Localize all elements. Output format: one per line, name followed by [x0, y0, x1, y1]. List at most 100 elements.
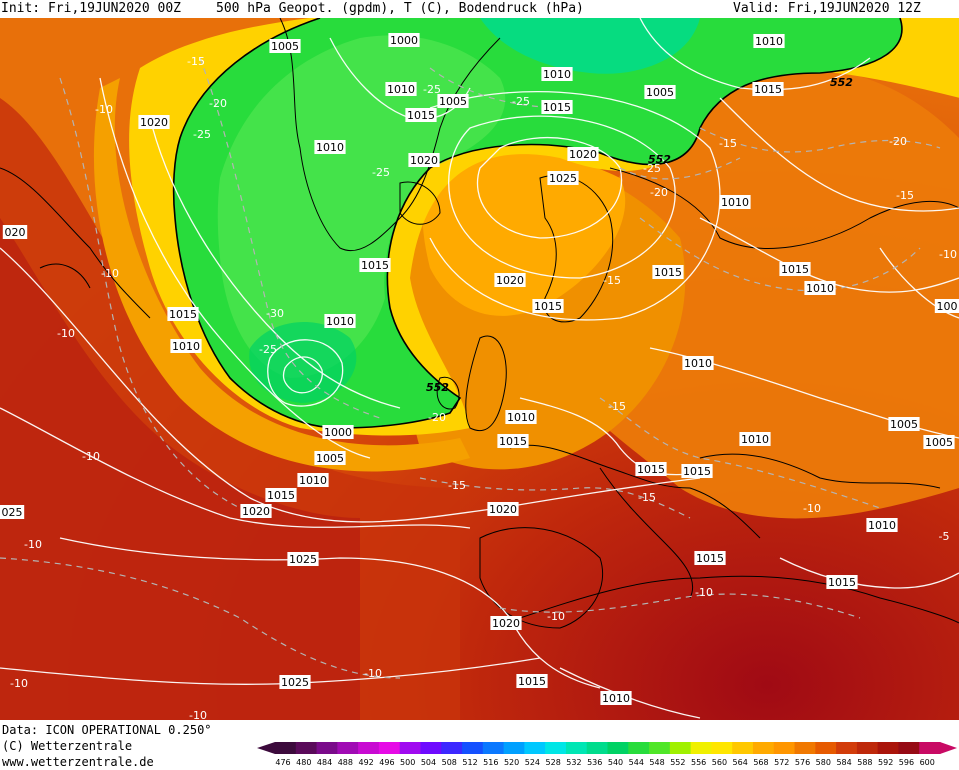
colorbar-swatch [441, 742, 463, 754]
pressure-label-text: 1025 [281, 676, 309, 689]
pressure-label-text: 1015 [754, 83, 782, 96]
pressure-label-box [314, 140, 346, 154]
temperature-label: -5 [939, 530, 950, 543]
pressure-label-text: 1015 [828, 576, 856, 589]
temperature-label-text: -25 [423, 83, 441, 96]
colorbar-tick: 588 [857, 758, 872, 767]
pressure-label-text: 1005 [925, 436, 953, 449]
temperature-label: -15 [608, 400, 626, 413]
pressure-label-box [497, 434, 529, 448]
pressure-label-box [405, 108, 437, 122]
temperature-label: -15 [638, 491, 656, 504]
pressure-label-text: 1010 [387, 83, 415, 96]
pressure-label-box [681, 464, 713, 478]
pressure-label-text: 1000 [324, 426, 352, 439]
pressure-label-text: 1005 [316, 452, 344, 465]
pressure-label: 1015 [826, 575, 858, 589]
colorbar-tick: 492 [358, 758, 373, 767]
temperature-label-text: -15 [608, 400, 626, 413]
weather-map: 1005 1000 1010 1005 1010 1015 1005 1015 1010 1020… [0, 18, 959, 720]
pressure-labels: 1005 1000 1010 1005 1010 1015 1005 1015 1010 1020… [0, 33, 959, 705]
west-red-core [0, 218, 360, 720]
pressure-label: 1010 [719, 195, 751, 209]
colorbar-tick: 540 [608, 758, 623, 767]
pressure-label-text: 1020 [496, 274, 524, 287]
pressure-label: 1015 [516, 674, 548, 688]
pressure-label: 1020 [240, 504, 272, 518]
pressure-label: 1025 [547, 171, 579, 185]
temperature-label: -20 [889, 135, 907, 148]
pressure-label-text: 1005 [271, 40, 299, 53]
temperature-label-text: -10 [95, 103, 113, 116]
colorbar-tick: 584 [836, 758, 851, 767]
colorbar-swatch [607, 742, 629, 754]
isotherms [0, 57, 941, 679]
pressure-label: 1015 [532, 299, 564, 313]
pressure-label-text: 100 [937, 300, 958, 313]
pressure-label-text: 1025 [549, 172, 577, 185]
temperature-label: -25 [372, 166, 390, 179]
pressure-label: 1025 [287, 552, 319, 566]
temperature-label-text: -25 [193, 128, 211, 141]
temperature-label: -15 [896, 189, 914, 202]
pressure-label-text: 1015 [267, 489, 295, 502]
temperature-label-text: -25 [512, 95, 530, 108]
pressure-label-box [826, 575, 858, 589]
colorbar-tick: 576 [795, 758, 810, 767]
pressure-label-box [359, 258, 391, 272]
pressure-label-text: 1010 [684, 357, 712, 370]
temperature-label: -15 [187, 55, 205, 68]
pressure-label-box [516, 674, 548, 688]
temperature-label-text: -10 [695, 586, 713, 599]
pressure-label-box [923, 435, 955, 449]
pressure-label: 1010 [314, 140, 346, 154]
temperature-label: -25 [423, 83, 441, 96]
colorbar-tick: 596 [899, 758, 914, 767]
temperature-label: -10 [189, 709, 207, 720]
pressure-label-box [167, 307, 199, 321]
temperature-label: -25 [259, 343, 277, 356]
temperature-label: -10 [82, 450, 100, 463]
pressure-label-box [644, 85, 676, 99]
pressure-label: 1015 [167, 307, 199, 321]
colorbar-tick: 528 [546, 758, 561, 767]
pressure-label-box [567, 147, 599, 161]
colorbar-swatch [358, 742, 380, 754]
pressure-label-box [547, 171, 579, 185]
pressure-label-box [541, 67, 573, 81]
colorbar-swatch [399, 742, 421, 754]
pressure-label: 1015 [681, 464, 713, 478]
colorbar-tick: 480 [296, 758, 311, 767]
pressure-label-text: 1010 [602, 692, 630, 705]
pressure-label-text: 1015 [654, 266, 682, 279]
pressure-label-text: 1015 [543, 101, 571, 114]
pressure-label: 1015 [635, 462, 667, 476]
temperature-label-text: -20 [209, 97, 227, 110]
colorbar-scale: 476 480 484 488 492 496 500 504 508 512 516 520 524 5… [257, 742, 957, 767]
pressure-label-text: 1005 [439, 95, 467, 108]
pressure-label: 1005 [923, 435, 955, 449]
pressure-label-box [279, 675, 311, 689]
temperature-label: -20 [650, 186, 668, 199]
temperature-label: -25 [643, 162, 661, 175]
pressure-label-text: 1010 [316, 141, 344, 154]
pressure-label-text: 1015 [696, 552, 724, 565]
pressure-label-box [752, 82, 784, 96]
colorbar-swatch [898, 742, 920, 754]
temperature-labels: -15 -20 -10 -25 -25 -25 -25 -25 -20 -15 -20 -15 -10 -… [10, 55, 957, 720]
pressure-label-text: 1010 [299, 474, 327, 487]
pressure-label-box [779, 262, 811, 276]
temperature-label: -10 [57, 327, 75, 340]
valid-time: Valid: Fri,19JUN2020 12Z [733, 1, 921, 16]
pressure-label-text: 1005 [646, 86, 674, 99]
colorbar-swatch [669, 742, 692, 754]
pressure-label-box [532, 299, 564, 313]
pressure-label: 1010 [297, 473, 329, 487]
colorbar-right-arrow [940, 742, 957, 754]
temperature-label-text: -25 [372, 166, 390, 179]
pressure-label-text: 020 [5, 226, 26, 239]
colorbar-swatch [482, 742, 505, 754]
temperature-label-text: -10 [803, 502, 821, 515]
colorbar-tick: 488 [338, 758, 353, 767]
pressure-label: 1020 [408, 153, 440, 167]
